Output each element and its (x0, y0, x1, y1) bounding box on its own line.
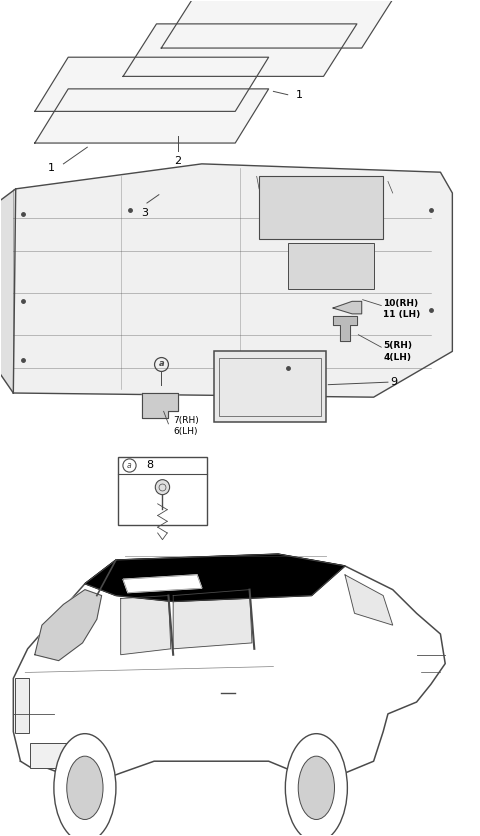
Text: 10(RH): 10(RH) (383, 298, 418, 308)
Text: 1: 1 (48, 163, 55, 173)
Bar (118, 457, 206, 526)
Polygon shape (333, 301, 362, 314)
Text: 2: 2 (174, 155, 181, 166)
Text: 5(RH): 5(RH) (383, 341, 412, 350)
Text: 4(LH): 4(LH) (383, 353, 411, 362)
Polygon shape (0, 189, 16, 393)
Polygon shape (85, 554, 345, 601)
Polygon shape (123, 575, 202, 593)
Circle shape (67, 757, 103, 819)
Polygon shape (173, 589, 252, 649)
Text: 11 (LH): 11 (LH) (383, 310, 420, 319)
Polygon shape (345, 575, 393, 625)
Text: 9: 9 (390, 377, 397, 387)
Polygon shape (142, 393, 178, 418)
Polygon shape (35, 57, 269, 111)
Text: a: a (127, 461, 131, 470)
Polygon shape (35, 89, 269, 143)
Polygon shape (13, 554, 445, 782)
Text: 1: 1 (296, 89, 303, 99)
Text: 7(RH): 7(RH) (173, 416, 199, 425)
Polygon shape (333, 316, 357, 341)
Bar (218, 358, 321, 415)
Bar (15, 678, 29, 732)
Polygon shape (123, 24, 357, 76)
Circle shape (54, 734, 116, 836)
Polygon shape (13, 164, 452, 397)
Polygon shape (35, 589, 102, 660)
Bar (30, 743, 68, 768)
Circle shape (298, 757, 335, 819)
Bar (214, 351, 326, 422)
Bar (288, 243, 373, 289)
Bar (259, 176, 383, 239)
Text: 6(LH): 6(LH) (173, 427, 198, 436)
Text: 8: 8 (146, 461, 153, 471)
Text: a: a (158, 359, 164, 369)
Ellipse shape (156, 480, 169, 495)
Polygon shape (161, 0, 395, 48)
Polygon shape (120, 595, 171, 655)
Text: 3: 3 (141, 208, 148, 218)
Circle shape (285, 734, 348, 836)
